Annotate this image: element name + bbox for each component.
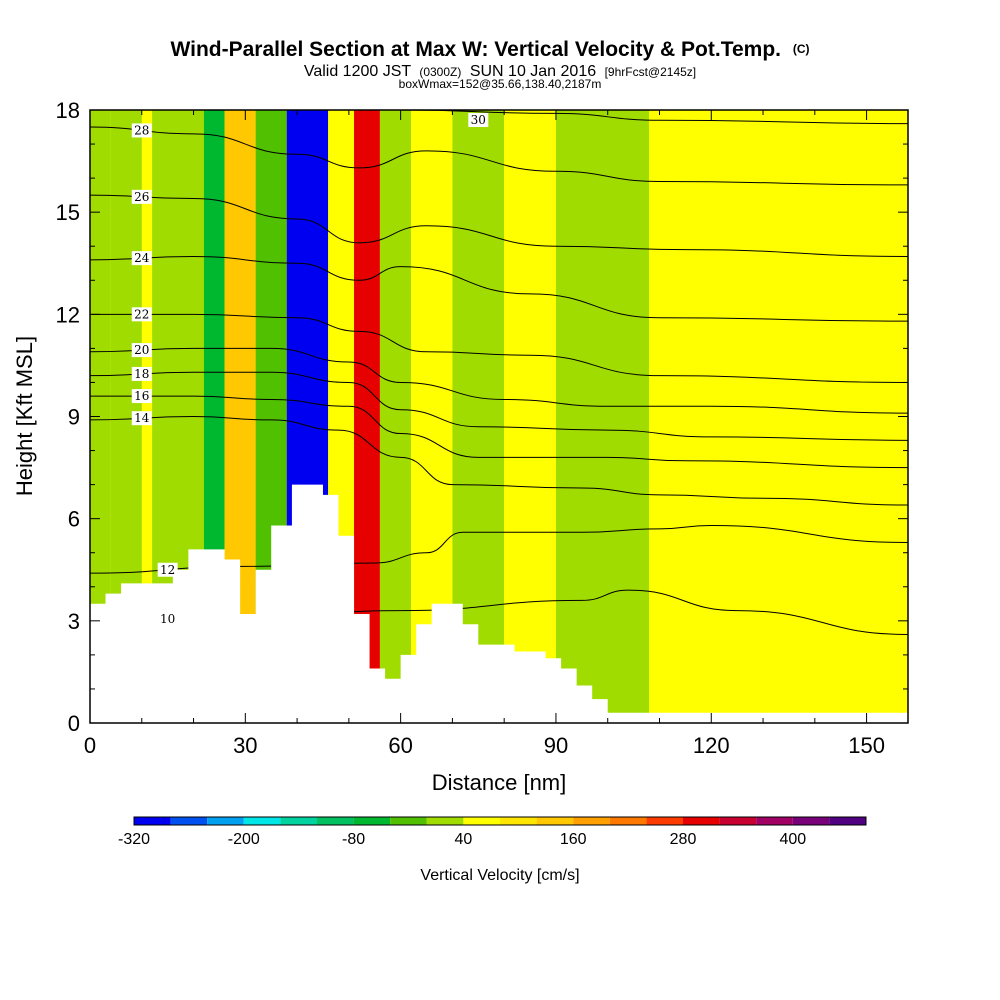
colorbar-swatch xyxy=(317,817,354,825)
y-tick-label: 0 xyxy=(68,711,80,736)
theta-contour-line xyxy=(90,347,908,414)
colorbar-swatch xyxy=(134,817,171,825)
colorbar-swatch xyxy=(646,817,683,825)
theta-contour-label-bg xyxy=(131,366,152,381)
y-tick-label: 15 xyxy=(56,200,80,225)
theta-contour-label-bg xyxy=(131,411,152,426)
theta-contour-line xyxy=(400,110,908,125)
theta-contour-label-bg xyxy=(131,307,152,322)
colorbar-frame xyxy=(133,816,867,826)
theta-contour-line xyxy=(90,194,908,257)
theta-contour-label-bg xyxy=(157,612,178,627)
theta-contour-label: 28 xyxy=(134,123,149,137)
title-mark: (C) xyxy=(793,42,810,56)
y-tick-label: 9 xyxy=(68,405,80,430)
y-tick-label: 6 xyxy=(68,507,80,532)
chart-subtitle: Valid 1200 JST (0300Z) SUN 10 Jan 2016 [… xyxy=(304,63,696,80)
theta-contour-line xyxy=(90,395,908,469)
colorbar-label: -200 xyxy=(228,831,260,848)
theta-contour-label-bg xyxy=(131,343,152,358)
y-tick-label: 12 xyxy=(56,302,80,327)
velocity-band xyxy=(90,110,111,723)
theta-contour-label-bg xyxy=(131,389,152,404)
theta-contour-label: 22 xyxy=(134,307,149,321)
colorbar-label: 400 xyxy=(779,831,806,848)
x-tick-label: 90 xyxy=(544,733,568,758)
colorbar-swatch xyxy=(426,817,464,825)
colorbar-title: Vertical Velocity [cm/s] xyxy=(420,867,579,884)
theta-contour-label-bg xyxy=(131,189,152,204)
x-tick-label: 150 xyxy=(848,733,885,758)
y-tick-label: 3 xyxy=(68,609,80,634)
x-tick-label: 120 xyxy=(693,733,730,758)
colorbar-swatch xyxy=(390,817,427,825)
theta-contour-label-bg xyxy=(131,123,152,138)
theta-contour-label: 20 xyxy=(134,343,149,357)
theta-contours xyxy=(90,110,908,635)
colorbar-swatch xyxy=(719,817,757,825)
axis-ticks: 0 30 60 90 120 150 0 3 6 9 12 15 18 xyxy=(56,98,908,758)
theta-contour-labels: 10 12 14 16 18 20 22 24 26 28 30 xyxy=(131,113,489,627)
theta-contour-label: 30 xyxy=(471,113,486,127)
colorbar-swatch xyxy=(536,817,574,825)
theta-contour-line xyxy=(90,126,908,186)
colorbar-swatch xyxy=(500,817,537,825)
theta-contour-label: 24 xyxy=(134,251,150,265)
x-tick-label: 60 xyxy=(388,733,412,758)
colorbar-swatch xyxy=(243,817,281,825)
x-tick-label: 0 xyxy=(84,733,96,758)
colorbar: -320 -200 -80 40 160 280 400 xyxy=(118,816,867,848)
velocity-band xyxy=(504,110,556,723)
colorbar-label: 160 xyxy=(560,831,587,848)
colorbar-label: -80 xyxy=(342,831,365,848)
colorbar-label: -320 xyxy=(118,831,150,848)
colorbar-swatch xyxy=(280,817,317,825)
colorbar-swatch xyxy=(463,817,500,825)
theta-contour-label: 18 xyxy=(134,367,149,381)
colorbar-swatch xyxy=(573,817,610,825)
velocity-band xyxy=(649,110,764,723)
x-axis-title: Distance [nm] xyxy=(432,770,567,795)
theta-contour-line xyxy=(90,415,908,506)
velocity-band xyxy=(379,110,411,723)
y-tick-label: 18 xyxy=(56,98,80,123)
x-tick-label: 30 xyxy=(233,733,257,758)
theta-contour-label: 26 xyxy=(134,190,149,204)
colorbar-label: 40 xyxy=(455,831,473,848)
theta-contour-label-bg xyxy=(468,113,489,127)
velocity-band xyxy=(763,110,908,723)
chart-subtitle-box: boxWmax=152@35.66,138.40,2187m xyxy=(399,77,602,91)
chart-title: Wind-Parallel Section at Max W: Vertical… xyxy=(170,38,809,61)
subtitle-valid: Valid 1200 JST xyxy=(304,63,412,80)
subtitle-forecast: [9hrFcst@2145z] xyxy=(605,65,697,79)
terrain-profile xyxy=(90,484,908,723)
y-axis-title: Height [Kft MSL] xyxy=(12,336,37,496)
colorbar-swatch xyxy=(756,817,793,825)
colorbar-label: 280 xyxy=(670,831,697,848)
theta-contour-line xyxy=(90,313,908,383)
subtitle-date: SUN 10 Jan 2016 xyxy=(470,63,596,80)
colorbar-swatch xyxy=(829,817,866,825)
theta-contour-label: 10 xyxy=(160,612,175,626)
theta-contour-line xyxy=(90,371,908,441)
theta-contour-label: 12 xyxy=(160,563,175,577)
colorbar-swatch xyxy=(207,817,244,825)
terrain xyxy=(90,484,908,723)
theta-contour-label: 16 xyxy=(134,389,149,403)
subtitle-utc: (0300Z) xyxy=(419,65,461,79)
theta-contour-label-bg xyxy=(157,562,178,577)
colorbar-swatch xyxy=(683,817,720,825)
velocity-band xyxy=(555,110,650,723)
theta-contour-line xyxy=(90,255,908,322)
colorbar-swatch xyxy=(609,817,647,825)
theta-contour-line xyxy=(90,524,908,574)
colorbar-swatch xyxy=(353,817,391,825)
colorbar-swatch xyxy=(792,817,830,825)
colorbar-swatch xyxy=(170,817,208,825)
theta-contour-label-bg xyxy=(131,251,152,266)
theta-contour-label: 14 xyxy=(134,411,150,425)
